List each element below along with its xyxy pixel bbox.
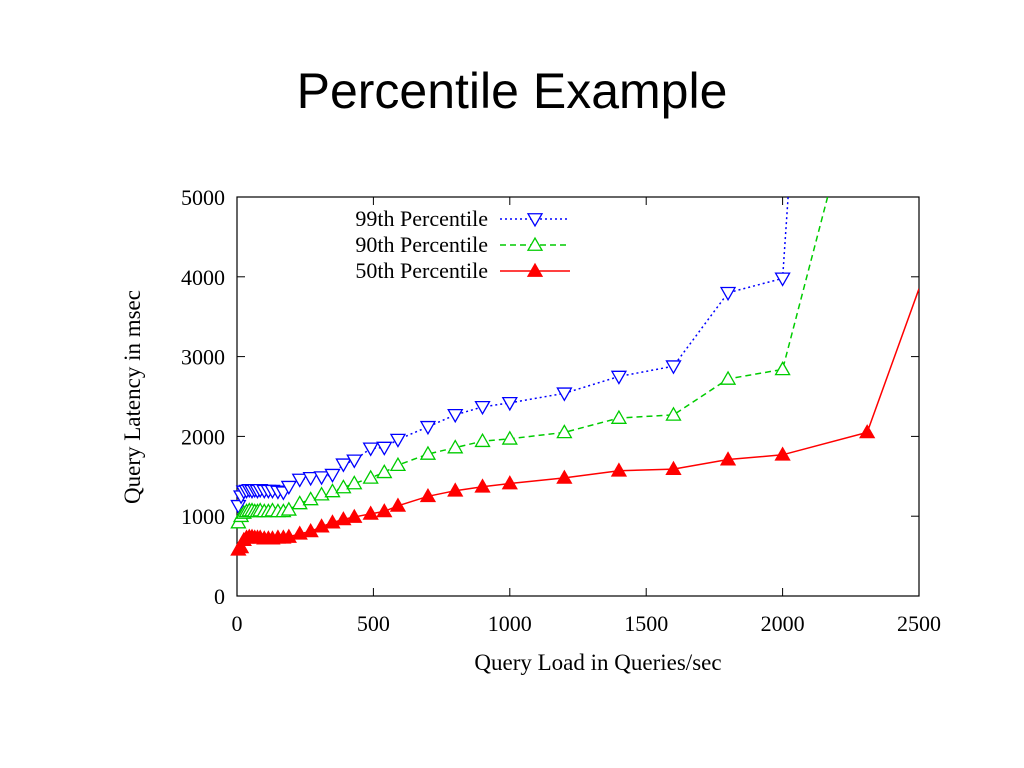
series-3-point (665, 460, 682, 476)
series-3-point (313, 518, 330, 533)
series-1-point (419, 420, 437, 436)
series-1-point (291, 473, 308, 488)
y-tick-label: 1000 (181, 504, 225, 529)
series-1-point (376, 441, 393, 456)
x-axis-label: Query Load in Queries/sec (474, 650, 721, 675)
series-3-point (232, 539, 250, 554)
series-2-point (556, 424, 573, 439)
series-3-point (610, 462, 628, 477)
series-1-point (447, 408, 464, 424)
series-2-point (719, 370, 737, 385)
series-2-point (346, 475, 363, 490)
series-2-point (447, 439, 464, 454)
legend-marker (526, 213, 544, 228)
series-1-point (324, 468, 341, 484)
series-1-point (280, 480, 297, 495)
series-2-point (324, 483, 341, 498)
legend-label: 99th Percentile (355, 206, 488, 231)
plot-area (237, 197, 919, 551)
x-tick-label: 1000 (488, 611, 532, 636)
series-line-1 (237, 197, 789, 507)
series-2-point (335, 479, 352, 494)
series-1-point (389, 433, 407, 448)
series-1-point (474, 400, 491, 416)
series-1-point (556, 387, 573, 402)
series-3-point (419, 487, 437, 503)
page-title: Percentile Example (296, 63, 728, 119)
series-3-point (389, 497, 407, 512)
series-2-point (362, 469, 379, 484)
series-1-point (501, 396, 518, 412)
series-3-point (447, 482, 464, 497)
series-3-point (346, 508, 363, 523)
series-1-point (610, 370, 628, 385)
series-3-point (362, 505, 379, 520)
legend-label: 90th Percentile (355, 232, 488, 257)
series-1-point (362, 442, 379, 457)
series-1-point (302, 471, 319, 487)
x-tick-label: 1500 (624, 611, 668, 636)
x-tick-label: 0 (232, 611, 243, 636)
series-2-point (774, 361, 791, 376)
series-3-point (376, 503, 393, 518)
series-3-point (774, 446, 791, 461)
series-2-point (501, 430, 518, 445)
legend-marker (526, 236, 544, 251)
series-2-point (474, 432, 491, 448)
y-tick-label: 2000 (181, 424, 225, 449)
series-1-point (665, 360, 682, 375)
series-1-point (346, 454, 363, 469)
x-tick-label: 2500 (897, 611, 941, 636)
series-3-point (501, 475, 518, 490)
series-1-point (313, 471, 330, 486)
y-tick-label: 4000 (181, 265, 225, 290)
series-3-point (474, 478, 491, 493)
series-line-3 (237, 288, 919, 551)
x-tick-label: 500 (357, 611, 390, 636)
series-1-point (230, 499, 247, 515)
series-1-point (335, 458, 352, 473)
series-2-point (291, 495, 308, 510)
y-axis-label: Query Latency in msec (120, 290, 145, 504)
series-3-point (859, 424, 876, 439)
plot-frame (236, 196, 920, 597)
y-tick-label: 5000 (181, 185, 225, 210)
series-1-point (719, 286, 737, 302)
legend-label: 50th Percentile (355, 258, 488, 283)
series-3-point (335, 511, 352, 526)
series-3-point (291, 525, 308, 540)
y-tick-label: 0 (214, 584, 225, 609)
series-3-point (302, 523, 319, 538)
y-tick-label: 3000 (181, 345, 225, 370)
series-2-point (376, 463, 393, 479)
series-3-point (556, 469, 573, 484)
series-1-point (774, 272, 791, 287)
series-2-point (419, 445, 437, 460)
x-tick-label: 2000 (761, 611, 805, 636)
series-2-point (389, 456, 407, 472)
legend-marker (526, 262, 544, 277)
series-2-point (665, 406, 682, 421)
series-2-point (610, 409, 628, 424)
series-3-point (719, 451, 737, 466)
series-2-point (302, 491, 319, 506)
